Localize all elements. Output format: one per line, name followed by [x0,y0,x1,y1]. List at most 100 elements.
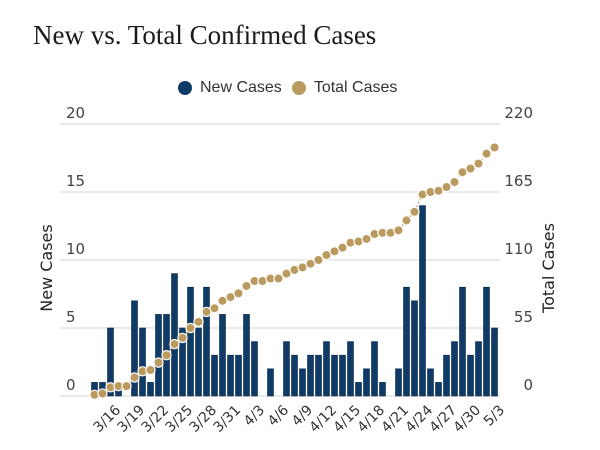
point-total-cases-4/2[interactable] [241,280,252,292]
bar-new-cases-3/22[interactable] [155,314,162,397]
bar-new-cases-4/21[interactable] [395,368,402,397]
point-total-cases-3/19[interactable] [129,372,140,383]
bar-new-cases-4/22[interactable] [403,286,410,397]
point-total-cases-5/1[interactable] [473,158,484,169]
chart-title: New vs. Total Confirmed Cases [33,20,377,50]
bar-new-cases-3/28[interactable] [203,286,210,397]
bar-new-cases-4/10[interactable] [307,354,314,397]
right-tick-label: 110 [504,240,533,258]
bar-new-cases-4/9[interactable] [299,368,306,397]
bar-new-cases-3/20[interactable] [139,327,146,397]
legend-swatch-new-cases [178,81,192,95]
point-total-cases-3/24[interactable] [169,338,180,350]
bar-new-cases-4/3[interactable] [251,341,258,397]
point-total-cases-3/22[interactable] [153,357,164,368]
bar-new-cases-4/7[interactable] [283,341,290,397]
bar-new-cases-4/12[interactable] [323,341,330,397]
left-tick-label: 15 [66,172,85,190]
point-total-cases-3/21[interactable] [145,364,156,376]
bar-new-cases-4/1[interactable] [235,354,242,397]
legend-item-total-cases[interactable]: Total Cases [291,79,398,97]
left-tick-label: 10 [66,240,85,258]
bar-new-cases-4/17[interactable] [363,368,370,397]
legend-label-total-cases: Total Cases [313,79,398,96]
gridlines [60,123,500,397]
point-total-cases-4/11[interactable] [313,254,324,266]
bar-new-cases-4/27[interactable] [443,354,450,397]
bar-new-cases-3/31[interactable] [227,354,234,397]
point-total-cases-5/3[interactable] [489,142,500,153]
point-total-cases-4/1[interactable] [233,288,244,299]
point-total-cases-4/17[interactable] [361,233,372,245]
bar-new-cases-4/24[interactable] [419,205,426,397]
point-total-cases-4/21[interactable] [393,225,404,236]
bar-new-cases-4/11[interactable] [315,354,322,397]
left-tick-label: 0 [66,376,76,394]
point-total-cases-3/15[interactable] [97,388,108,399]
legend-item-new-cases[interactable]: New Cases [178,79,282,97]
point-total-cases-3/23[interactable] [161,350,172,361]
x-tick-label: 4/6 [265,402,292,429]
bar-new-cases-5/3[interactable] [491,327,498,397]
new-cases-bars [91,205,498,397]
bar-new-cases-5/1[interactable] [475,341,482,397]
bar-new-cases-4/16[interactable] [355,382,362,397]
bar-new-cases-4/23[interactable] [411,300,418,397]
bar-new-cases-5/2[interactable] [483,286,490,397]
right-tick-label: 0 [523,376,533,394]
bar-new-cases-4/28[interactable] [451,341,458,397]
x-tick-label: 5/3 [481,402,508,429]
point-total-cases-4/14[interactable] [337,242,348,253]
point-total-cases-3/25[interactable] [177,332,188,344]
point-total-cases-4/22[interactable] [401,215,412,226]
x-tick-label: 3/31 [211,402,245,436]
bar-new-cases-3/26[interactable] [187,286,194,397]
point-total-cases-3/18[interactable] [121,380,132,392]
bar-new-cases-3/29[interactable] [211,354,218,397]
left-axis-label: New Cases [37,224,56,311]
point-total-cases-3/29[interactable] [209,303,220,314]
bar-new-cases-3/25[interactable] [179,327,186,397]
point-total-cases-4/23[interactable] [409,206,420,217]
legend-label-new-cases: New Cases [200,79,282,96]
bar-new-cases-3/19[interactable] [131,300,138,397]
left-tick-label: 20 [66,104,85,122]
bar-new-cases-4/29[interactable] [459,286,466,397]
x-tick-label: 4/30 [451,402,485,436]
right-axis-label: Total Cases [539,223,558,314]
bar-new-cases-4/30[interactable] [467,354,474,397]
bar-new-cases-4/8[interactable] [291,354,298,397]
point-total-cases-4/6[interactable] [273,273,284,284]
right-tick-label: 55 [514,308,533,326]
bar-new-cases-3/16[interactable] [107,327,114,397]
legend-swatch-total-cases [291,81,306,95]
right-axis-ticks: 0 55 110 165 220 [504,104,533,394]
bar-new-cases-4/19[interactable] [379,382,386,397]
bar-new-cases-4/18[interactable] [371,341,378,397]
point-total-cases-3/27[interactable] [193,316,204,328]
total-cases-line [89,142,500,400]
right-tick-label: 220 [504,104,533,122]
point-total-cases-5/2[interactable] [481,148,492,159]
bar-new-cases-3/24[interactable] [171,273,178,397]
bar-new-cases-4/13[interactable] [331,354,338,397]
legend: New Cases Total Cases [178,79,407,97]
point-total-cases-4/30[interactable] [465,163,476,174]
point-total-cases-4/28[interactable] [449,176,460,188]
bar-new-cases-4/25[interactable] [427,368,434,397]
bar-new-cases-4/15[interactable] [347,341,354,397]
bar-new-cases-3/30[interactable] [219,314,226,397]
point-total-cases-3/26[interactable] [185,322,196,334]
point-total-cases-4/27[interactable] [441,181,452,193]
x-tick-label: 4/3 [241,402,268,429]
bar-new-cases-4/26[interactable] [435,382,442,397]
right-tick-label: 165 [504,172,533,190]
bar-new-cases-4/5[interactable] [267,368,274,397]
bar-new-cases-4/14[interactable] [339,354,346,397]
bar-new-cases-3/27[interactable] [195,327,202,397]
left-tick-label: 5 [66,308,76,326]
left-axis-ticks: 0 5 10 15 20 [66,104,85,394]
bar-new-cases-3/21[interactable] [147,382,154,397]
bar-new-cases-4/2[interactable] [243,314,250,397]
